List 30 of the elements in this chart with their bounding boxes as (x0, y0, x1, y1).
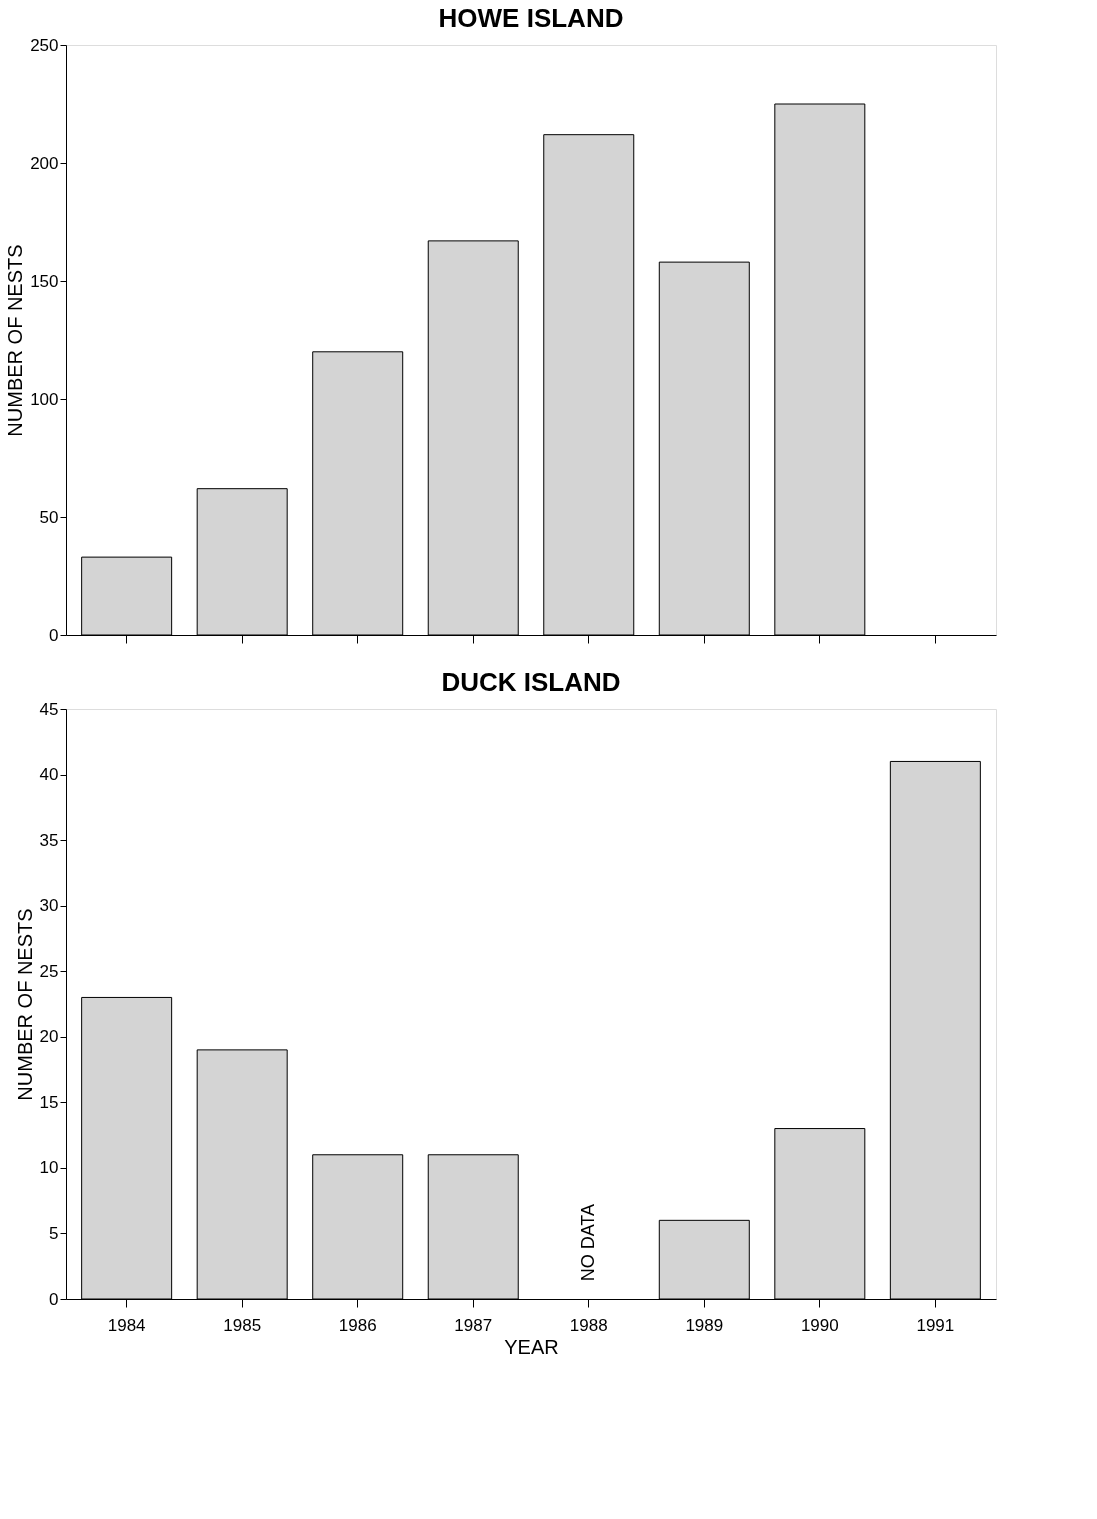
y-tick-label: 100 (30, 389, 59, 409)
y-tick-label: 50 (39, 507, 59, 527)
x-tick-label: 1988 (569, 1315, 608, 1335)
y-tick-label: 10 (39, 1158, 59, 1178)
x-tick-label: 1984 (107, 1315, 146, 1335)
x-tick-label: 1989 (685, 1315, 724, 1335)
y-tick-label: 200 (30, 153, 59, 173)
y-tick-label: 0 (49, 1289, 59, 1309)
x-tick-label: 1987 (454, 1315, 493, 1335)
y-tick-label: 0 (49, 625, 59, 645)
y-tick-label: 30 (39, 896, 59, 916)
y-tick-label: 5 (49, 1223, 59, 1243)
x-tick-label: 1990 (800, 1315, 839, 1335)
y-tick-label: 150 (30, 271, 59, 291)
x-axis-title: YEAR (504, 1335, 559, 1358)
y-tick-label: 20 (39, 1027, 59, 1047)
y-tick-label: 45 (39, 699, 59, 719)
y-tick-label: 40 (39, 765, 59, 785)
y-tick-label: 250 (30, 35, 59, 55)
x-tick-label: 1986 (338, 1315, 377, 1335)
chart-title: DUCK ISLAND (441, 667, 621, 697)
x-tick-label: 1985 (223, 1315, 262, 1335)
annotation: NO DATA (577, 1203, 598, 1282)
chart-title: HOWE ISLAND (438, 3, 624, 33)
y-tick-label: 15 (39, 1092, 59, 1112)
y-axis-title: NUMBER OF NESTS (4, 244, 27, 437)
x-tick-label: 1991 (916, 1315, 955, 1335)
y-tick-label: 25 (39, 961, 59, 981)
y-tick-label: 35 (39, 830, 59, 850)
y-axis-title: NUMBER OF NESTS (13, 908, 36, 1101)
